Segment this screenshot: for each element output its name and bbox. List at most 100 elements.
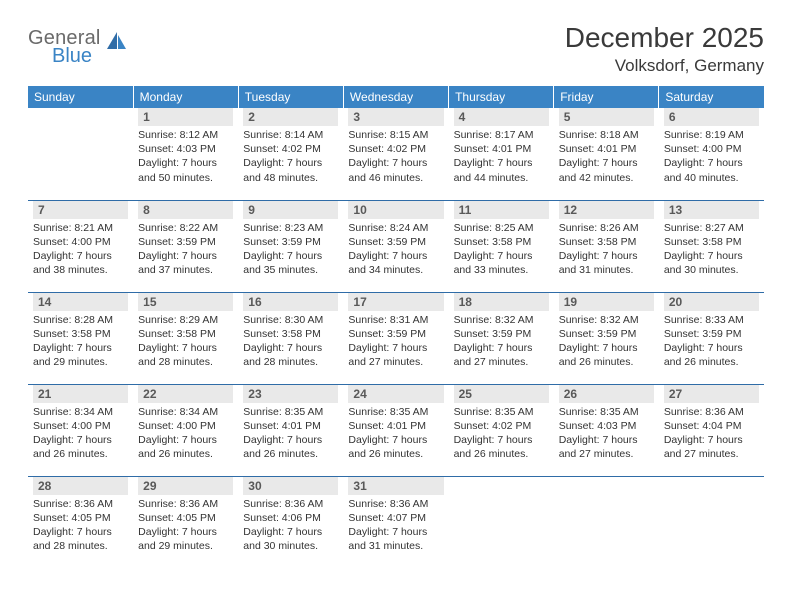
- sunrise-text: Sunrise: 8:35 AM: [348, 405, 443, 419]
- day-info: Sunrise: 8:21 AMSunset: 4:00 PMDaylight:…: [33, 221, 128, 278]
- calendar-table: SundayMondayTuesdayWednesdayThursdayFrid…: [28, 86, 764, 568]
- sunset-text: Sunset: 4:02 PM: [243, 142, 338, 156]
- day-number: 7: [33, 201, 128, 219]
- daylight-text: Daylight: 7 hours and 50 minutes.: [138, 156, 233, 184]
- sunset-text: Sunset: 4:01 PM: [559, 142, 654, 156]
- sunrise-text: Sunrise: 8:27 AM: [664, 221, 759, 235]
- calendar-cell: 24 Sunrise: 8:35 AMSunset: 4:01 PMDayligh…: [343, 384, 448, 476]
- calendar-cell: 18 Sunrise: 8:32 AMSunset: 3:59 PMDayligh…: [449, 292, 554, 384]
- day-info: Sunrise: 8:32 AMSunset: 3:59 PMDaylight:…: [559, 313, 654, 370]
- weekday-header: Wednesday: [343, 86, 448, 108]
- sunset-text: Sunset: 4:03 PM: [559, 419, 654, 433]
- day-info: Sunrise: 8:36 AMSunset: 4:04 PMDaylight:…: [664, 405, 759, 462]
- calendar-cell: 27 Sunrise: 8:36 AMSunset: 4:04 PMDayligh…: [659, 384, 764, 476]
- day-info: Sunrise: 8:12 AMSunset: 4:03 PMDaylight:…: [138, 128, 233, 185]
- title-block: December 2025 Volksdorf, Germany: [565, 22, 764, 76]
- calendar-cell: 20Sunrise: 8:33 AMSunset: 3:59 PMDayligh…: [659, 292, 764, 384]
- day-info: Sunrise: 8:36 AMSunset: 4:05 PMDaylight:…: [33, 497, 128, 554]
- daylight-text: Daylight: 7 hours and 27 minutes.: [348, 341, 443, 369]
- calendar-cell: 19Sunrise: 8:32 AMSunset: 3:59 PMDayligh…: [554, 292, 659, 384]
- sunset-text: Sunset: 4:05 PM: [33, 511, 128, 525]
- calendar-week-row: 7Sunrise: 8:21 AMSunset: 4:00 PMDaylight…: [28, 200, 764, 292]
- calendar-cell: .: [449, 476, 554, 568]
- sunset-text: Sunset: 4:00 PM: [664, 142, 759, 156]
- month-title: December 2025: [565, 22, 764, 54]
- day-number: 27: [664, 385, 759, 403]
- calendar-week-row: 28Sunrise: 8:36 AMSunset: 4:05 PMDayligh…: [28, 476, 764, 568]
- sunrise-text: Sunrise: 8:18 AM: [559, 128, 654, 142]
- day-number: 28: [33, 477, 128, 495]
- day-info: Sunrise: 8:24 AMSunset: 3:59 PMDaylight:…: [348, 221, 443, 278]
- calendar-cell: 8Sunrise: 8:22 AMSunset: 3:59 PMDaylight…: [133, 200, 238, 292]
- day-number: 16: [243, 293, 338, 311]
- calendar-cell: 11Sunrise: 8:25 AMSunset: 3:58 PMDayligh…: [449, 200, 554, 292]
- sunrise-text: Sunrise: 8:36 AM: [348, 497, 443, 511]
- sunset-text: Sunset: 4:00 PM: [33, 235, 128, 249]
- daylight-text: Daylight: 7 hours and 31 minutes.: [348, 525, 443, 553]
- daylight-text: Daylight: 7 hours and 26 minutes.: [243, 433, 338, 461]
- daylight-text: Daylight: 7 hours and 44 minutes.: [454, 156, 549, 184]
- daylight-text: Daylight: 7 hours and 26 minutes.: [138, 433, 233, 461]
- daylight-text: Daylight: 7 hours and 40 minutes.: [664, 156, 759, 184]
- sunrise-text: Sunrise: 8:32 AM: [454, 313, 549, 327]
- sail-icon: [106, 31, 128, 56]
- sunset-text: Sunset: 3:58 PM: [33, 327, 128, 341]
- day-number: 29: [138, 477, 233, 495]
- day-number: 15: [138, 293, 233, 311]
- sunrise-text: Sunrise: 8:21 AM: [33, 221, 128, 235]
- day-info: Sunrise: 8:29 AMSunset: 3:58 PMDaylight:…: [138, 313, 233, 370]
- daylight-text: Daylight: 7 hours and 30 minutes.: [243, 525, 338, 553]
- daylight-text: Daylight: 7 hours and 26 minutes.: [454, 433, 549, 461]
- calendar-cell: 17Sunrise: 8:31 AMSunset: 3:59 PMDayligh…: [343, 292, 448, 384]
- day-number: 22: [138, 385, 233, 403]
- daylight-text: Daylight: 7 hours and 33 minutes.: [454, 249, 549, 277]
- day-number: 4: [454, 108, 549, 126]
- day-info: Sunrise: 8:35 AMSunset: 4:02 PMDaylight:…: [454, 405, 549, 462]
- sunrise-text: Sunrise: 8:35 AM: [454, 405, 549, 419]
- calendar-cell: 10 Sunrise: 8:24 AMSunset: 3:59 PMDayligh…: [343, 200, 448, 292]
- daylight-text: Daylight: 7 hours and 29 minutes.: [138, 525, 233, 553]
- day-info: Sunrise: 8:17 AMSunset: 4:01 PMDaylight:…: [454, 128, 549, 185]
- daylight-text: Daylight: 7 hours and 48 minutes.: [243, 156, 338, 184]
- sunrise-text: Sunrise: 8:17 AM: [454, 128, 549, 142]
- day-number: 6: [664, 108, 759, 126]
- day-info: Sunrise: 8:32 AMSunset: 3:59 PMDaylight:…: [454, 313, 549, 370]
- location: Volksdorf, Germany: [565, 56, 764, 76]
- day-number: 18: [454, 293, 549, 311]
- weekday-header: Saturday: [659, 86, 764, 108]
- day-info: Sunrise: 8:35 AMSunset: 4:01 PMDaylight:…: [348, 405, 443, 462]
- sunrise-text: Sunrise: 8:19 AM: [664, 128, 759, 142]
- day-info: Sunrise: 8:36 AMSunset: 4:05 PMDaylight:…: [138, 497, 233, 554]
- sunset-text: Sunset: 3:59 PM: [138, 235, 233, 249]
- sunset-text: Sunset: 4:01 PM: [348, 419, 443, 433]
- calendar-cell: 13Sunrise: 8:27 AMSunset: 3:58 PMDayligh…: [659, 200, 764, 292]
- day-info: Sunrise: 8:22 AMSunset: 3:59 PMDaylight:…: [138, 221, 233, 278]
- calendar-week-row: .1Sunrise: 8:12 AMSunset: 4:03 PMDayligh…: [28, 108, 764, 200]
- day-info: Sunrise: 8:18 AMSunset: 4:01 PMDaylight:…: [559, 128, 654, 185]
- calendar-cell: 25Sunrise: 8:35 AMSunset: 4:02 PMDayligh…: [449, 384, 554, 476]
- day-info: Sunrise: 8:34 AMSunset: 4:00 PMDaylight:…: [33, 405, 128, 462]
- day-number: 23: [243, 385, 338, 403]
- calendar-cell: 22Sunrise: 8:34 AMSunset: 4:00 PMDayligh…: [133, 384, 238, 476]
- sunset-text: Sunset: 3:59 PM: [243, 235, 338, 249]
- calendar-cell: 16Sunrise: 8:30 AMSunset: 3:58 PMDayligh…: [238, 292, 343, 384]
- day-number: 26: [559, 385, 654, 403]
- daylight-text: Daylight: 7 hours and 27 minutes.: [664, 433, 759, 461]
- calendar-cell: .: [554, 476, 659, 568]
- day-number: 24: [348, 385, 443, 403]
- day-info: Sunrise: 8:26 AMSunset: 3:58 PMDaylight:…: [559, 221, 654, 278]
- weekday-header: Sunday: [28, 86, 133, 108]
- day-number: 9: [243, 201, 338, 219]
- day-number: 12: [559, 201, 654, 219]
- sunrise-text: Sunrise: 8:35 AM: [243, 405, 338, 419]
- daylight-text: Daylight: 7 hours and 26 minutes.: [559, 341, 654, 369]
- weekday-header: Friday: [554, 86, 659, 108]
- day-number: 30: [243, 477, 338, 495]
- sunrise-text: Sunrise: 8:31 AM: [348, 313, 443, 327]
- day-number: 10: [348, 201, 443, 219]
- sunset-text: Sunset: 3:59 PM: [348, 327, 443, 341]
- weekday-header: Thursday: [449, 86, 554, 108]
- daylight-text: Daylight: 7 hours and 31 minutes.: [559, 249, 654, 277]
- daylight-text: Daylight: 7 hours and 46 minutes.: [348, 156, 443, 184]
- day-info: Sunrise: 8:28 AMSunset: 3:58 PMDaylight:…: [33, 313, 128, 370]
